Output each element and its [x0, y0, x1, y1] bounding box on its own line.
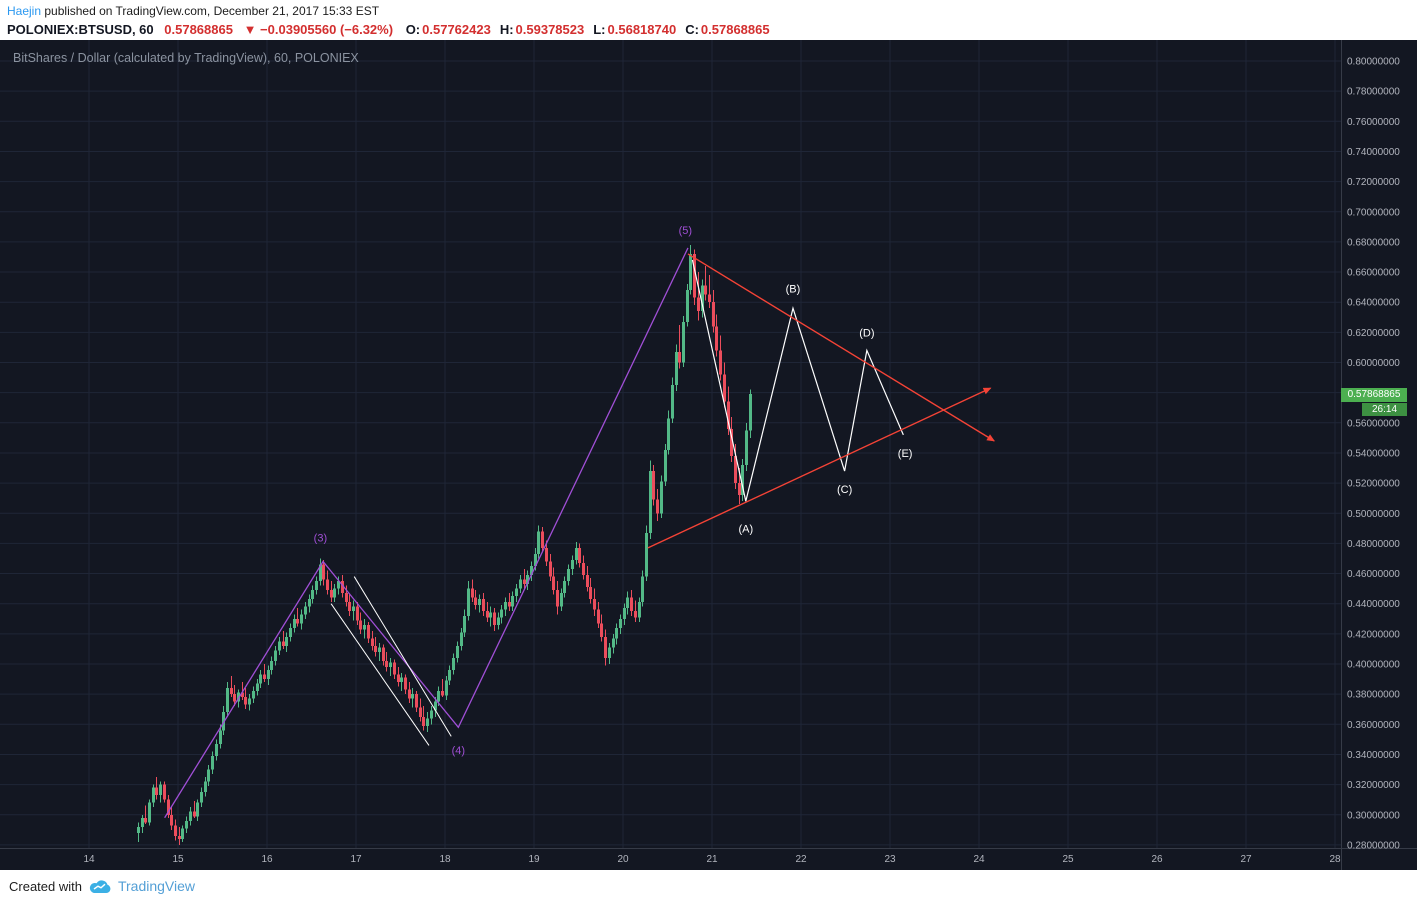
publication-line: Haejin published on TradingView.com, Dec…	[0, 0, 1417, 20]
bar-countdown-label: 26:14	[1362, 403, 1407, 416]
ohlc-value: 0.59378523	[515, 22, 585, 37]
ohlc-label: C:	[685, 22, 699, 37]
price-change-value: ▼ −0.03905560 (−6.32%)	[243, 22, 394, 37]
y-axis-tick: 0.62000000	[1347, 328, 1400, 339]
y-axis-tick: 0.64000000	[1347, 298, 1400, 309]
wave-label[interactable]: (D)	[859, 327, 874, 339]
y-axis-tick: 0.48000000	[1347, 539, 1400, 550]
ohlc-values: O: 0.57762423 H: 0.59378523 L: 0.56818740 C: 0.…	[397, 22, 770, 37]
y-axis-tick: 0.42000000	[1347, 629, 1400, 640]
y-axis-tick: 0.50000000	[1347, 509, 1400, 520]
candlesticks	[137, 244, 752, 845]
y-axis-tick: 0.72000000	[1347, 177, 1400, 188]
x-axis-tick: 16	[261, 854, 273, 865]
y-axis-tick: 0.74000000	[1347, 147, 1400, 158]
x-axis-tick: 26	[1151, 854, 1163, 865]
y-axis-tick: 0.52000000	[1347, 479, 1400, 490]
wave-label[interactable]: (3)	[314, 532, 327, 544]
y-axis-tick: 0.70000000	[1347, 207, 1400, 218]
wave-label[interactable]: (5)	[679, 225, 692, 237]
y-axis-tick: 0.38000000	[1347, 690, 1400, 701]
x-axis-tick: 24	[973, 854, 985, 865]
white-channel-line[interactable]	[353, 576, 452, 737]
purple-impulse-line[interactable]	[164, 247, 689, 819]
created-with-text: Created with	[9, 878, 82, 894]
wave-label[interactable]: (4)	[452, 745, 465, 757]
tradingview-logo-icon[interactable]	[89, 879, 111, 894]
y-axis-tick: 0.30000000	[1347, 810, 1400, 821]
wave-label[interactable]: (B)	[786, 284, 801, 296]
y-axis-tick: 0.34000000	[1347, 750, 1400, 761]
y-axis-tick: 0.80000000	[1347, 57, 1400, 68]
x-axis-tick: 17	[350, 854, 362, 865]
chart-title: BitShares / Dollar (calculated by Tradin…	[13, 51, 359, 65]
publication-header: Haejin published on TradingView.com, Dec…	[0, 0, 1417, 40]
symbol-title: POLONIEX:BTSUSD, 60	[7, 22, 154, 37]
y-axis-tick: 0.44000000	[1347, 599, 1400, 610]
y-axis-tick: 0.56000000	[1347, 418, 1400, 429]
y-axis-tick: 0.46000000	[1347, 569, 1400, 580]
grid	[0, 40, 1341, 848]
y-axis-tick: 0.60000000	[1347, 358, 1400, 369]
tradingview-brand-link[interactable]: TradingView	[117, 878, 196, 894]
last-price-value: 0.57868865	[164, 22, 233, 37]
wave-label[interactable]: (A)	[738, 523, 753, 535]
last-price-axis-label: 0.57868865	[1341, 388, 1407, 402]
x-axis-tick: 28	[1329, 854, 1341, 865]
x-axis-tick: 20	[617, 854, 629, 865]
y-axis-tick: 0.66000000	[1347, 268, 1400, 279]
x-axis-tick: 22	[795, 854, 807, 865]
wave-label[interactable]: (C)	[837, 484, 852, 496]
footer-bar: Created with TradingView	[0, 870, 1417, 902]
y-axis-tick: 0.28000000	[1347, 840, 1400, 851]
x-axis-tick: 18	[439, 854, 451, 865]
wave-label[interactable]: (E)	[898, 448, 913, 460]
ohlc-label: O:	[405, 22, 421, 37]
y-axis-tick: 0.32000000	[1347, 780, 1400, 791]
chart-area[interactable]: (3) (4) (5) (A) (B) (C) (D) (E) 0.80000000 0.7800…	[0, 40, 1417, 870]
ohlc-label: L:	[593, 22, 606, 37]
ohlc-value: 0.57868865	[700, 22, 770, 37]
y-axis-tick: 0.36000000	[1347, 720, 1400, 731]
y-axis-tick: 0.40000000	[1347, 660, 1400, 671]
red-trendline[interactable]	[687, 253, 995, 442]
x-axis-tick: 19	[528, 854, 540, 865]
y-axis-tick: 0.68000000	[1347, 237, 1400, 248]
x-axis-tick: 15	[172, 854, 184, 865]
author-link[interactable]: Haejin	[7, 4, 42, 18]
symbol-line: POLONIEX:BTSUSD, 60 0.57868865 ▼ −0.0390…	[0, 20, 1417, 37]
red-trendline[interactable]	[647, 387, 992, 549]
x-axis-tick: 14	[83, 854, 95, 865]
ohlc-value: 0.57762423	[422, 22, 491, 37]
y-axis-tick: 0.78000000	[1347, 87, 1400, 98]
abcde-zigzag-line[interactable]	[691, 259, 904, 502]
x-axis-tick: 21	[706, 854, 718, 865]
y-axis-tick: 0.54000000	[1347, 448, 1400, 459]
white-channel-line[interactable]	[330, 603, 430, 746]
x-axis-tick: 25	[1062, 854, 1074, 865]
published-text: published on TradingView.com, December 2…	[44, 4, 380, 18]
price-chart[interactable]: (3) (4) (5) (A) (B) (C) (D) (E) 0.80000000 0.7800…	[0, 40, 1417, 870]
x-axis-tick: 27	[1240, 854, 1252, 865]
x-axis-tick: 23	[884, 854, 896, 865]
ohlc-label: H:	[499, 22, 514, 37]
price-axis[interactable]: 0.80000000 0.78000000 0.76000000 0.74000000…	[1347, 57, 1400, 852]
ohlc-value: 0.56818740	[607, 22, 677, 37]
time-axis[interactable]: 14 15 16 17 18 19 20 21 22 23 24 25 26 27 28	[83, 854, 1341, 865]
y-axis-tick: 0.76000000	[1347, 117, 1400, 128]
